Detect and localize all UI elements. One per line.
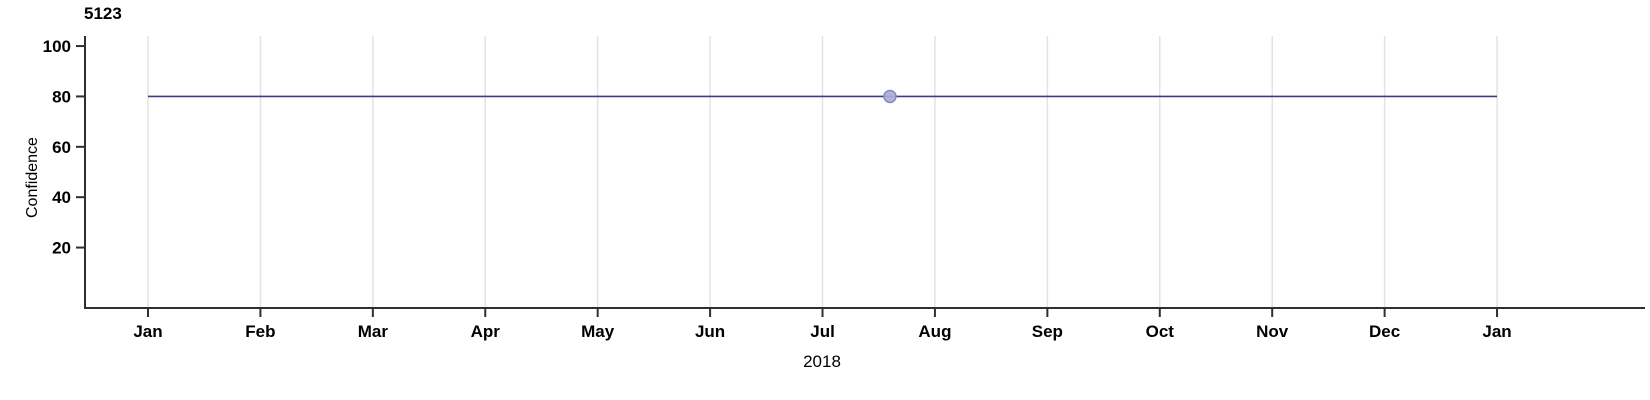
x-tick-label: Nov: [1256, 322, 1289, 341]
chart-title: 5123: [84, 4, 122, 23]
data-point: [883, 89, 897, 104]
y-tick-label: 80: [52, 87, 71, 106]
x-tick-label: Mar: [358, 322, 389, 341]
x-tick-label: Jan: [1482, 322, 1511, 341]
y-tick-label: 20: [52, 239, 71, 258]
x-tick-label: Sep: [1032, 322, 1063, 341]
x-axis-label: 2018: [803, 352, 841, 371]
x-tick-label: Jan: [133, 322, 162, 341]
x-tick-label: Aug: [918, 322, 951, 341]
x-tick-label: Jun: [695, 322, 725, 341]
y-tick-label: 40: [52, 188, 71, 207]
x-tick-label: Dec: [1369, 322, 1400, 341]
x-tick-label: Feb: [245, 322, 275, 341]
y-tick-label: 60: [52, 138, 71, 157]
x-tick-label: Jul: [810, 322, 835, 341]
x-tick-label: Oct: [1146, 322, 1175, 341]
plot-area: 100 80 60 40 20 Jan Feb Mar Apr May Jun Jul Aug Sep Oc…: [43, 36, 1645, 341]
x-tick-label: May: [581, 322, 615, 341]
x-tick-label: Apr: [471, 322, 501, 341]
y-tick-label: 100: [43, 37, 71, 56]
